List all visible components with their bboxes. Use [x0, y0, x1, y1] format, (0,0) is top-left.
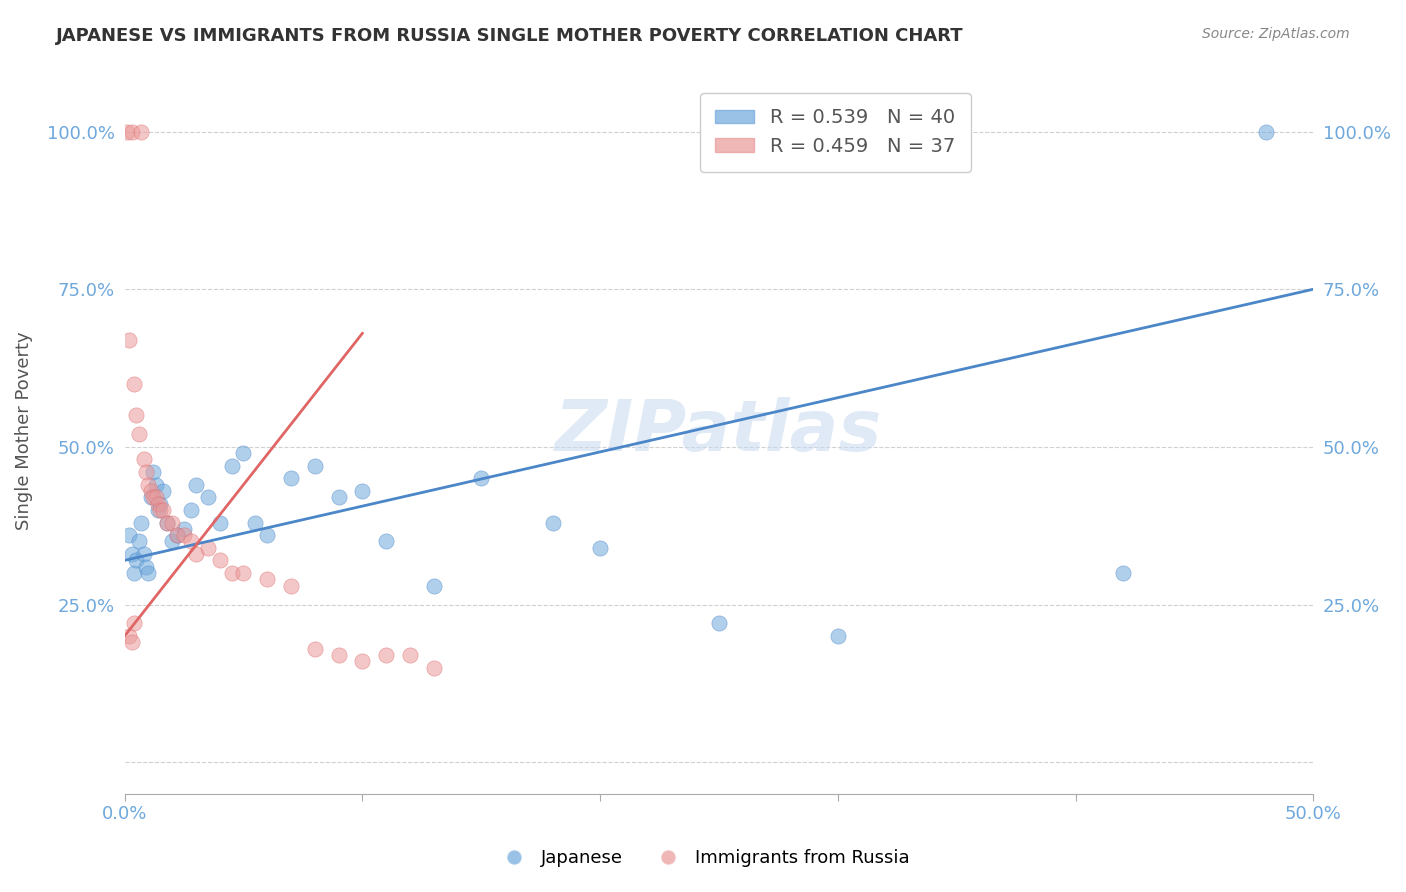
Immigrants from Russia [166, 528, 188, 542]
Japanese [128, 534, 150, 549]
Immigrants from Russia [352, 654, 374, 668]
Japanese [166, 528, 188, 542]
Japanese [208, 516, 231, 530]
Immigrants from Russia [160, 516, 183, 530]
Immigrants from Russia [304, 641, 326, 656]
Immigrants from Russia [184, 547, 207, 561]
Japanese [139, 491, 162, 505]
Japanese [470, 471, 492, 485]
Japanese [304, 458, 326, 473]
Japanese [197, 491, 219, 505]
Japanese [156, 516, 179, 530]
Y-axis label: Single Mother Poverty: Single Mother Poverty [15, 332, 32, 531]
Japanese [173, 522, 195, 536]
Japanese [422, 578, 444, 592]
Japanese [122, 566, 145, 580]
Immigrants from Russia [180, 534, 202, 549]
Japanese [142, 465, 165, 479]
Legend: Japanese, Immigrants from Russia: Japanese, Immigrants from Russia [489, 842, 917, 874]
Immigrants from Russia [142, 491, 165, 505]
Immigrants from Russia [399, 648, 422, 662]
Immigrants from Russia [135, 465, 157, 479]
Immigrants from Russia [375, 648, 398, 662]
Immigrants from Russia [132, 452, 155, 467]
Japanese [132, 547, 155, 561]
Japanese [707, 616, 730, 631]
Immigrants from Russia [156, 516, 179, 530]
Japanese [1254, 125, 1277, 139]
Immigrants from Russia [118, 333, 141, 347]
Immigrants from Russia [138, 477, 160, 491]
Immigrants from Russia [256, 572, 278, 586]
Immigrants from Russia [121, 125, 143, 139]
Immigrants from Russia [208, 553, 231, 567]
Japanese [541, 516, 564, 530]
Text: JAPANESE VS IMMIGRANTS FROM RUSSIA SINGLE MOTHER POVERTY CORRELATION CHART: JAPANESE VS IMMIGRANTS FROM RUSSIA SINGL… [56, 27, 965, 45]
Immigrants from Russia [280, 578, 302, 592]
Immigrants from Russia [328, 648, 350, 662]
Immigrants from Russia [145, 491, 167, 505]
Text: Source: ZipAtlas.com: Source: ZipAtlas.com [1202, 27, 1350, 41]
Japanese [180, 503, 202, 517]
Japanese [256, 528, 278, 542]
Legend: R = 0.539   N = 40, R = 0.459   N = 37: R = 0.539 N = 40, R = 0.459 N = 37 [700, 93, 970, 171]
Japanese [1112, 566, 1135, 580]
Japanese [280, 471, 302, 485]
Japanese [221, 458, 243, 473]
Immigrants from Russia [121, 635, 143, 649]
Immigrants from Russia [125, 409, 148, 423]
Immigrants from Russia [115, 125, 138, 139]
Immigrants from Russia [129, 125, 152, 139]
Immigrants from Russia [146, 497, 169, 511]
Immigrants from Russia [221, 566, 243, 580]
Japanese [328, 491, 350, 505]
Japanese [589, 541, 612, 555]
Immigrants from Russia [128, 427, 150, 442]
Immigrants from Russia [173, 528, 195, 542]
Japanese [827, 629, 849, 643]
Text: ZIPatlas: ZIPatlas [555, 397, 883, 466]
Japanese [145, 477, 167, 491]
Japanese [245, 516, 267, 530]
Japanese [152, 483, 174, 498]
Immigrants from Russia [197, 541, 219, 555]
Japanese [375, 534, 398, 549]
Immigrants from Russia [149, 503, 172, 517]
Japanese [125, 553, 148, 567]
Japanese [138, 566, 160, 580]
Immigrants from Russia [232, 566, 254, 580]
Japanese [135, 559, 157, 574]
Immigrants from Russia [422, 660, 444, 674]
Japanese [160, 534, 183, 549]
Japanese [149, 497, 172, 511]
Immigrants from Russia [152, 503, 174, 517]
Immigrants from Russia [118, 629, 141, 643]
Immigrants from Russia [122, 376, 145, 391]
Immigrants from Russia [122, 616, 145, 631]
Japanese [129, 516, 152, 530]
Japanese [121, 547, 143, 561]
Japanese [184, 477, 207, 491]
Japanese [118, 528, 141, 542]
Japanese [232, 446, 254, 460]
Japanese [352, 483, 374, 498]
Immigrants from Russia [139, 483, 162, 498]
Japanese [146, 503, 169, 517]
